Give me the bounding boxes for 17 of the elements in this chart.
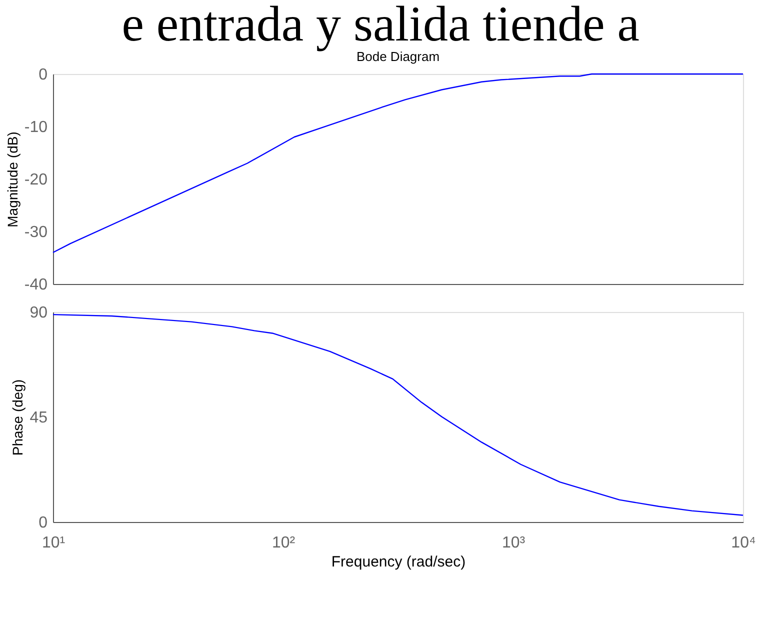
x-tick-label: 10³ <box>502 534 526 552</box>
y-tick-label: -30 <box>24 224 48 241</box>
x-tick-label: 10² <box>272 534 296 552</box>
text: e entrada y salida tiende a <box>122 0 640 52</box>
x-tick-label: 10⁴ <box>731 534 756 552</box>
y-tick-label: -40 <box>24 276 48 294</box>
y-tick-label: 90 <box>30 304 48 322</box>
y-axis-title: Magnitude (dB) <box>4 132 20 228</box>
y-tick-label: 0 <box>38 66 48 84</box>
y-axis-title: Phase (deg) <box>10 379 26 456</box>
y-tick-label: -10 <box>24 119 48 136</box>
y-tick-label: 0 <box>38 514 48 532</box>
y-tick-label: -20 <box>24 172 48 188</box>
y-tick-label: 45 <box>30 410 48 426</box>
chart-title: Bode Diagram <box>356 49 440 64</box>
x-axis-title: Frequency (rad/sec) <box>331 554 466 570</box>
x-tick-label: 10¹ <box>42 534 66 552</box>
